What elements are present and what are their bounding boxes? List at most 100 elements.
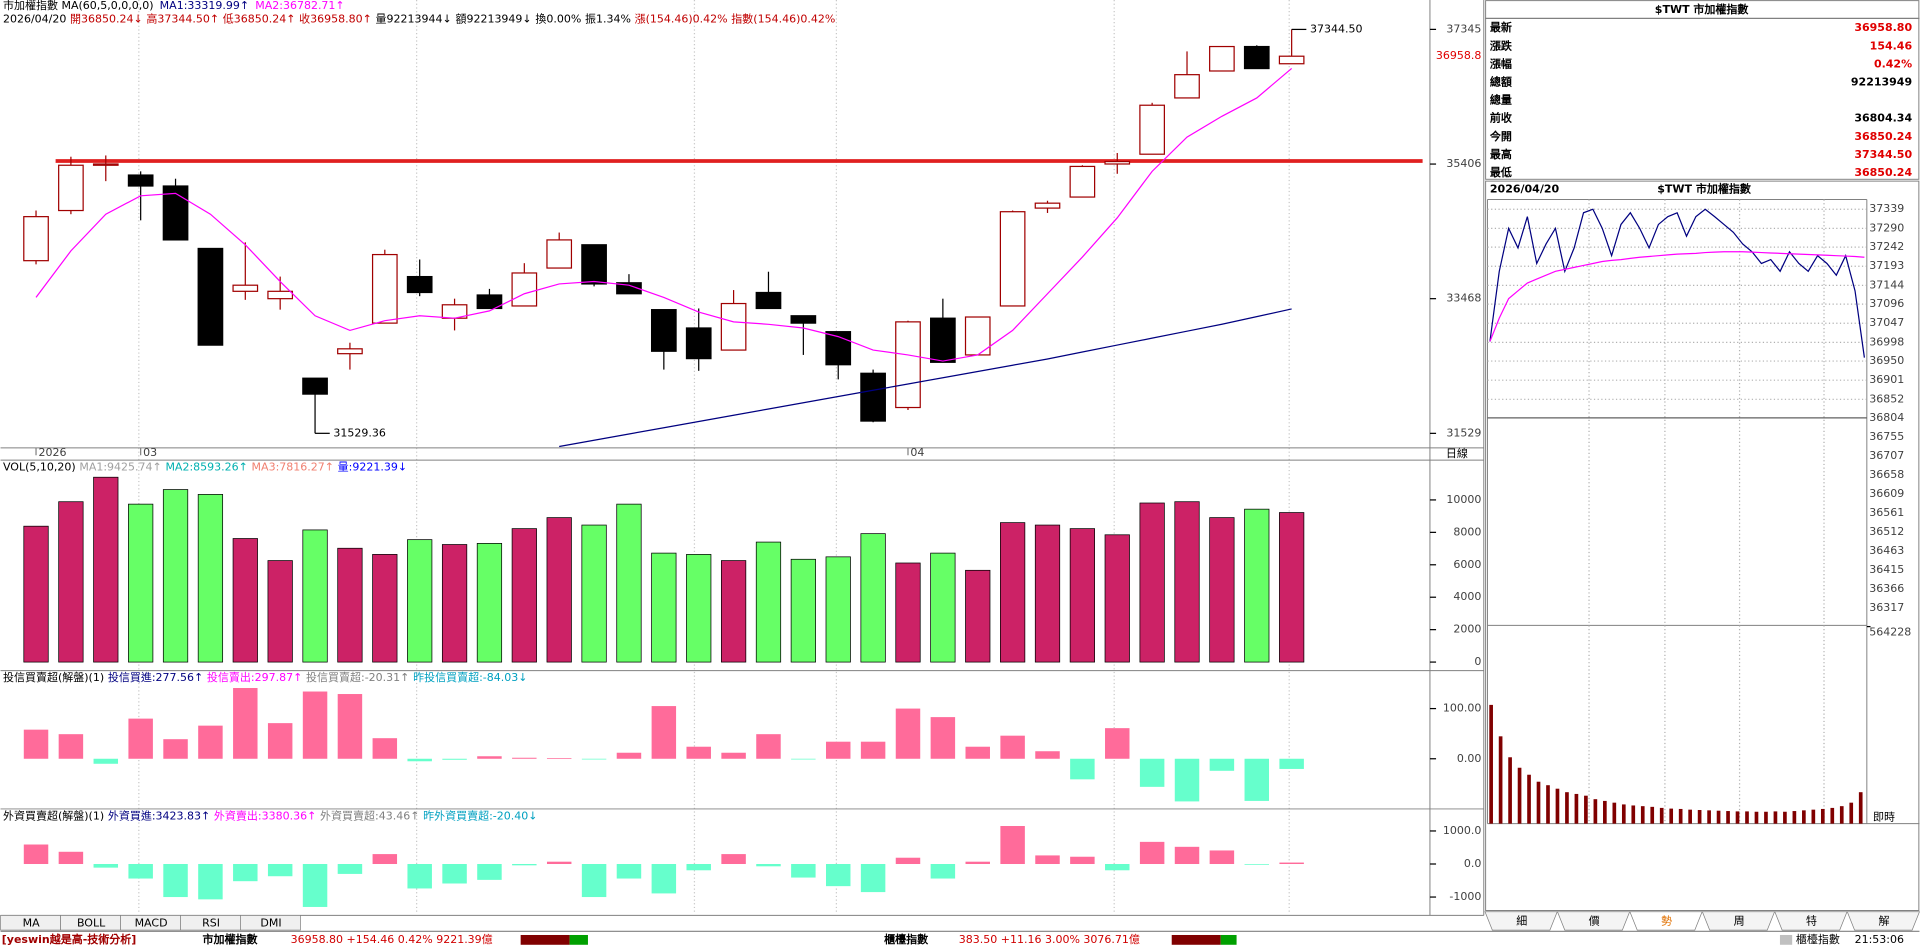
bar — [1792, 811, 1797, 824]
chart-header: 市加權指數 MA(60,5,0,0,0,0) MA1:33319.99↑ MA2:3… — [3, 0, 345, 12]
bar — [581, 758, 607, 760]
bar — [1174, 758, 1200, 802]
candle-body — [1243, 45, 1270, 70]
bar — [267, 864, 293, 877]
quote-line: 2026/04/20 開36850.24↓ 高37344.50↑ 低36850.24↑… — [3, 12, 835, 26]
bar — [302, 864, 328, 907]
intraday-line — [1489, 208, 1865, 358]
bar — [1279, 512, 1305, 663]
candle-body — [790, 315, 817, 324]
frames — [0, 0, 1920, 916]
legend-entry: MA3:7816.27↑ — [252, 460, 334, 473]
candle-body — [58, 164, 84, 212]
bar — [791, 864, 816, 878]
bar — [1244, 508, 1270, 663]
bar — [930, 552, 956, 663]
bar — [651, 864, 677, 894]
panel-title: VOL(5,10,20) — [3, 460, 76, 473]
status-name: 市加權指數 — [202, 932, 258, 946]
y-tick-label: 4000 — [1453, 590, 1481, 603]
candle-body — [999, 211, 1026, 307]
y-tick-label: 37290 — [1869, 221, 1904, 234]
candle-body — [650, 309, 677, 352]
bar — [1621, 804, 1626, 824]
legend-entry: MA2:36782.71↑ — [255, 0, 344, 12]
view-tab-label[interactable]: 價 — [1589, 914, 1600, 928]
x-tick-label: 2026 — [38, 446, 66, 459]
view-tab-label[interactable]: 細 — [1516, 915, 1527, 928]
view-tab-label[interactable]: 特 — [1806, 914, 1817, 928]
y-tick-label: 0.00 — [1457, 752, 1482, 765]
status-name: 櫃檯指數 — [884, 932, 929, 946]
bar — [1631, 805, 1636, 824]
bar — [860, 741, 886, 759]
status-meter — [569, 934, 588, 945]
view-tab-label[interactable]: 周 — [1734, 915, 1745, 928]
indicator-tab-label[interactable]: RSI — [202, 916, 220, 929]
bar — [512, 864, 537, 866]
bar — [267, 560, 293, 663]
bar — [1139, 502, 1165, 663]
y-tick-label: 33468 — [1446, 292, 1481, 305]
bar — [581, 864, 607, 898]
indicator-tab[interactable] — [240, 915, 301, 931]
candle-body — [1034, 202, 1061, 209]
bar — [1279, 758, 1304, 769]
quote-value: 36958.80 — [1854, 21, 1912, 34]
view-tab[interactable] — [1846, 911, 1920, 931]
legend-entry: MA1:33319.99↑ — [160, 0, 249, 12]
y-tick-label: 10000 — [1446, 493, 1481, 506]
view-tab-label[interactable]: 解 — [1878, 914, 1889, 928]
candle-body — [197, 247, 224, 346]
y-tick-label: 37345 — [1446, 22, 1481, 35]
bar — [965, 746, 990, 759]
bar — [825, 741, 851, 759]
bar — [197, 494, 224, 663]
bar — [372, 738, 398, 759]
indicator-tab-label[interactable]: MA — [23, 916, 40, 929]
bar — [720, 560, 747, 663]
legend-entry: 外資買進:3423.83↑ — [108, 809, 210, 822]
view-tab[interactable] — [1701, 911, 1776, 931]
bar — [1603, 800, 1607, 824]
quote-label: 今開 — [1489, 129, 1512, 143]
candle-body — [720, 302, 747, 351]
view-tab[interactable] — [1774, 911, 1848, 931]
indicator-tab-label[interactable]: DMI — [260, 916, 281, 929]
y-tick-label: 0 — [1474, 655, 1481, 668]
view-tab[interactable] — [1629, 911, 1703, 931]
y-tick-label: 564228 — [1869, 626, 1911, 639]
bar — [233, 688, 258, 759]
bar — [1536, 781, 1541, 824]
candle-body — [616, 282, 642, 295]
bar — [1802, 810, 1806, 824]
quote-value: 92213949 — [1851, 75, 1912, 88]
x-tick-label: 03 — [143, 446, 157, 459]
view-tab[interactable] — [1556, 911, 1631, 931]
y-tick-label: 6000 — [1453, 558, 1481, 571]
view-tab-label[interactable]: 勢 — [1661, 914, 1672, 928]
bar — [302, 691, 328, 759]
bar — [128, 503, 154, 663]
bar — [1070, 758, 1095, 780]
indicator-tab-label[interactable]: BOLL — [77, 916, 106, 929]
intraday-title: $TWT 市加權指數 — [1657, 182, 1752, 196]
bar — [1000, 522, 1026, 663]
y-tick-label: 36852 — [1869, 392, 1904, 405]
bar — [1849, 802, 1854, 824]
bar — [546, 861, 572, 865]
view-tab[interactable] — [1484, 911, 1558, 931]
bar — [93, 758, 119, 764]
bar — [1034, 524, 1061, 663]
indicator-tab-label[interactable]: MACD — [135, 916, 168, 929]
bar — [616, 503, 642, 663]
y-tick-label: 36804 — [1869, 411, 1904, 424]
bar — [407, 539, 433, 663]
legend-entry: 投信買進:277.56↑ — [108, 670, 203, 684]
bar — [198, 864, 223, 900]
candle-body — [1174, 74, 1200, 99]
bar — [616, 752, 642, 759]
